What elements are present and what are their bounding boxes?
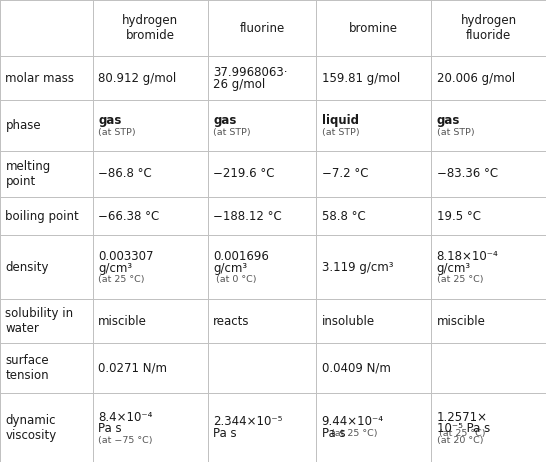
Text: Pa s: Pa s [322, 427, 345, 440]
Text: gas: gas [436, 115, 460, 128]
Text: (at 20 °C): (at 20 °C) [436, 436, 483, 445]
Text: 9.44×10⁻⁴: 9.44×10⁻⁴ [322, 415, 384, 428]
Text: 0.0271 N/m: 0.0271 N/m [98, 362, 167, 375]
Text: 58.8 °C: 58.8 °C [322, 209, 365, 223]
Text: (at STP): (at STP) [213, 128, 251, 137]
Text: −188.12 °C: −188.12 °C [213, 209, 282, 223]
Text: (at 25 °C): (at 25 °C) [98, 275, 145, 284]
Text: gas: gas [98, 115, 122, 128]
Text: 8.18×10⁻⁴: 8.18×10⁻⁴ [436, 250, 498, 263]
Text: −83.36 °C: −83.36 °C [436, 167, 497, 180]
Text: boiling point: boiling point [5, 209, 79, 223]
Text: fluorine: fluorine [239, 22, 284, 35]
Text: 37.9968063·: 37.9968063· [213, 66, 288, 79]
Text: g/cm³: g/cm³ [213, 262, 247, 275]
Text: solubility in
water: solubility in water [5, 307, 74, 335]
Text: −86.8 °C: −86.8 °C [98, 167, 152, 180]
Text: 26 g/mol: 26 g/mol [213, 78, 265, 91]
Text: 19.5 °C: 19.5 °C [436, 209, 480, 223]
Text: 159.81 g/mol: 159.81 g/mol [322, 72, 400, 85]
Text: (at STP): (at STP) [322, 128, 359, 137]
Text: gas: gas [213, 115, 236, 128]
Text: (at 25 °C): (at 25 °C) [325, 429, 377, 438]
Text: 20.006 g/mol: 20.006 g/mol [436, 72, 515, 85]
Text: 10⁻⁵ Pa s: 10⁻⁵ Pa s [436, 422, 490, 435]
Text: hydrogen
bromide: hydrogen bromide [122, 14, 179, 42]
Text: 80.912 g/mol: 80.912 g/mol [98, 72, 176, 85]
Text: 2.344×10⁻⁵: 2.344×10⁻⁵ [213, 415, 283, 428]
Text: surface
tension: surface tension [5, 354, 49, 383]
Text: 0.0409 N/m: 0.0409 N/m [322, 362, 390, 375]
Text: 3.119 g/cm³: 3.119 g/cm³ [322, 261, 393, 274]
Text: −219.6 °C: −219.6 °C [213, 167, 275, 180]
Text: insoluble: insoluble [322, 315, 375, 328]
Text: Pa s: Pa s [213, 427, 237, 440]
Text: g/cm³: g/cm³ [436, 262, 471, 275]
Text: −7.2 °C: −7.2 °C [322, 167, 368, 180]
Text: 0.001696: 0.001696 [213, 250, 269, 263]
Text: liquid: liquid [322, 115, 359, 128]
Text: 8.4×10⁻⁴: 8.4×10⁻⁴ [98, 411, 153, 424]
Text: miscible: miscible [436, 315, 485, 328]
Text: hydrogen
fluoride: hydrogen fluoride [460, 14, 517, 42]
Text: (at STP): (at STP) [436, 128, 474, 137]
Text: reacts: reacts [213, 315, 250, 328]
Text: −66.38 °C: −66.38 °C [98, 209, 159, 223]
Text: 0.003307: 0.003307 [98, 250, 154, 263]
Text: dynamic
viscosity: dynamic viscosity [5, 414, 57, 442]
Text: melting
point: melting point [5, 160, 51, 188]
Text: density: density [5, 261, 49, 274]
Text: (at 25 °C): (at 25 °C) [436, 275, 483, 284]
Text: (at 25 °C): (at 25 °C) [433, 429, 485, 438]
Text: miscible: miscible [98, 315, 147, 328]
Text: g/cm³: g/cm³ [98, 262, 133, 275]
Text: Pa s: Pa s [98, 422, 122, 435]
Text: (at −75 °C): (at −75 °C) [98, 436, 153, 445]
Text: phase: phase [5, 119, 41, 132]
Text: 1.2571×: 1.2571× [436, 411, 488, 424]
Text: (at STP): (at STP) [98, 128, 136, 137]
Text: molar mass: molar mass [5, 72, 74, 85]
Text: bromine: bromine [349, 22, 398, 35]
Text: (at 0 °C): (at 0 °C) [213, 275, 257, 284]
